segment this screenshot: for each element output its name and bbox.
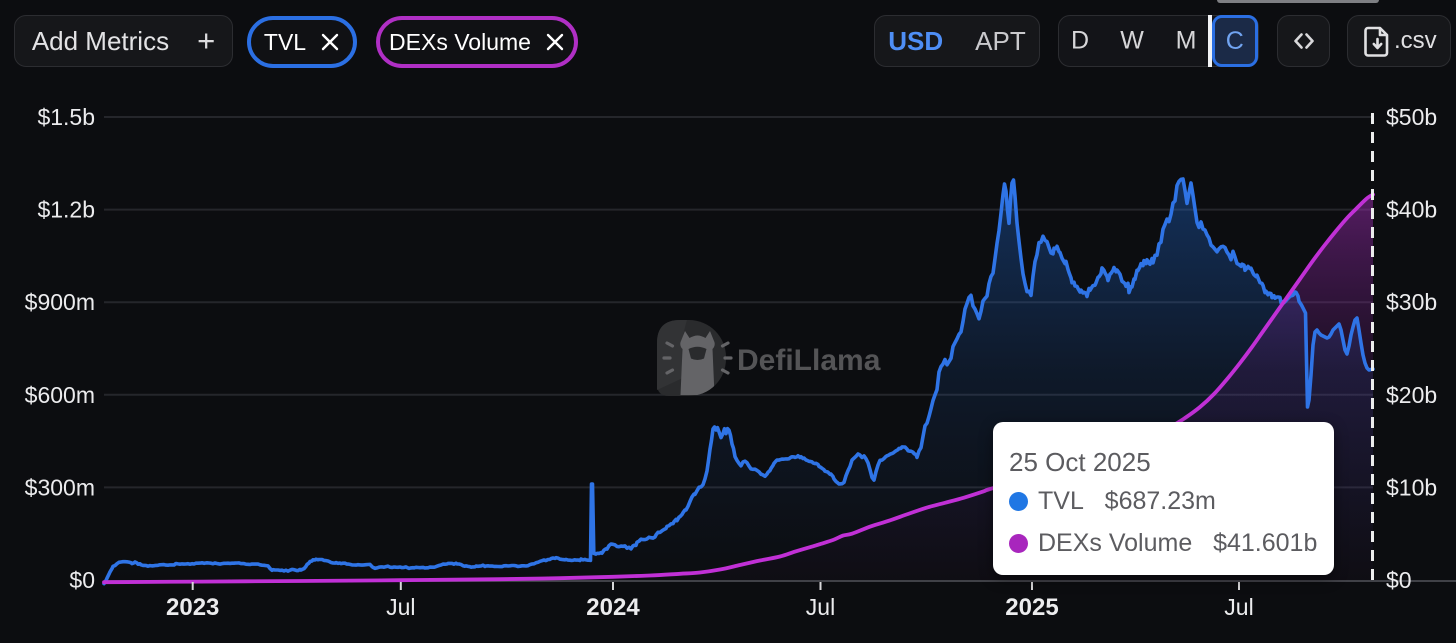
svg-text:2024: 2024 [586,594,640,621]
svg-text:$20b: $20b [1386,382,1437,408]
svg-text:2023: 2023 [166,594,219,621]
svg-text:DefiLlama: DefiLlama [737,344,881,377]
svg-text:$0: $0 [69,567,95,593]
svg-text:$40b: $40b [1386,197,1437,223]
svg-text:$1.5b: $1.5b [37,104,95,130]
svg-text:$900m: $900m [25,289,95,315]
svg-text:$50b: $50b [1386,104,1437,130]
svg-text:$0: $0 [1386,567,1412,593]
svg-text:$30b: $30b [1386,289,1437,315]
svg-text:Jul: Jul [1224,594,1253,620]
svg-text:$600m: $600m [25,382,95,408]
svg-text:2025: 2025 [1005,594,1058,621]
svg-text:Jul: Jul [806,594,835,620]
svg-text:Jul: Jul [386,594,415,620]
svg-text:$1.2b: $1.2b [37,197,95,223]
svg-text:$300m: $300m [25,474,95,500]
svg-text:$10b: $10b [1386,474,1437,500]
